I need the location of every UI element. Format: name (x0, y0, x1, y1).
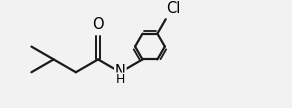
Text: Cl: Cl (167, 1, 181, 16)
Text: N: N (115, 64, 126, 79)
Text: O: O (92, 17, 104, 32)
Text: H: H (116, 73, 125, 86)
